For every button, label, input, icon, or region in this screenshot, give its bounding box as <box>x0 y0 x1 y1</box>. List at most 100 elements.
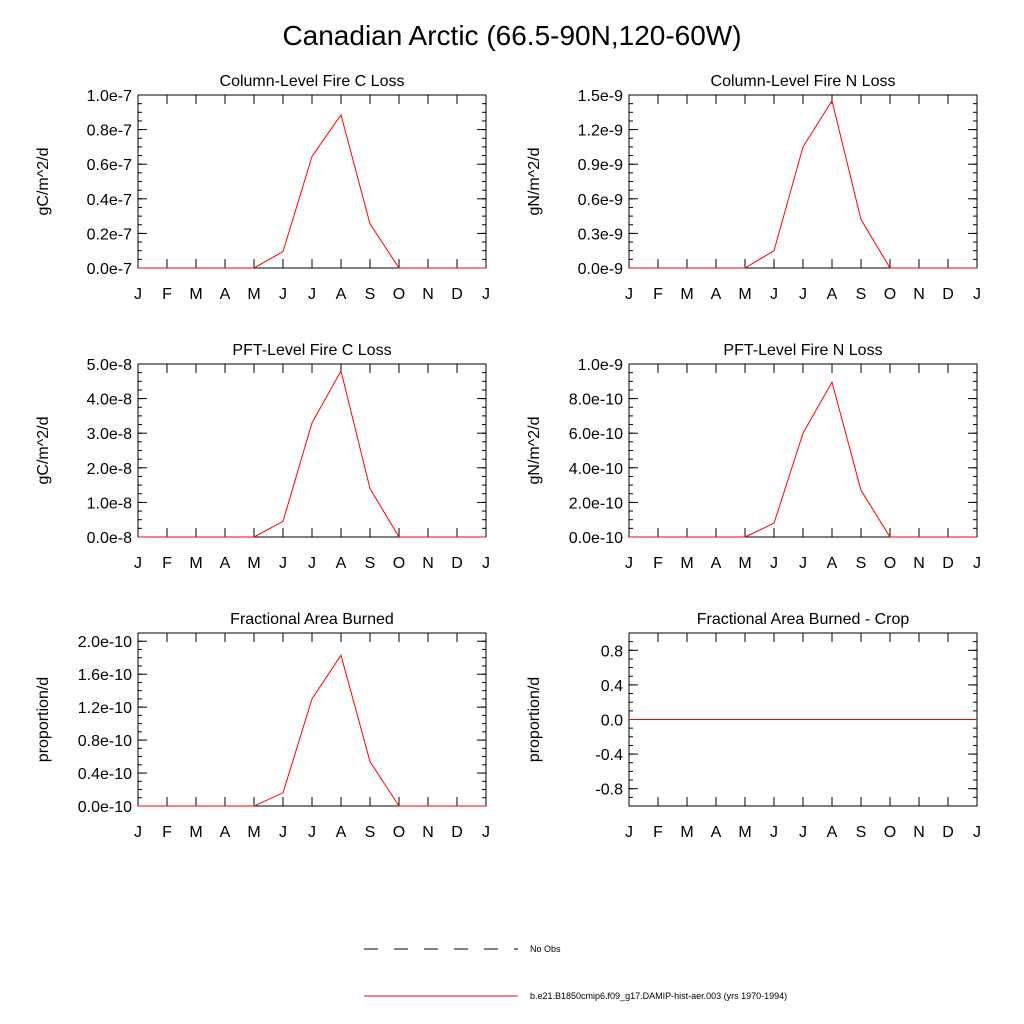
y-axis-label: proportion/d <box>526 677 543 762</box>
x-tick-label: M <box>189 824 202 841</box>
series-line <box>629 99 977 269</box>
x-tick-label: M <box>738 824 751 841</box>
x-tick-label: O <box>393 286 405 303</box>
x-tick-label: J <box>770 555 778 572</box>
x-tick-label: M <box>247 824 260 841</box>
y-tick-label: 0.0e-7 <box>87 261 132 278</box>
plot-frame <box>137 632 487 807</box>
x-tick-label: M <box>680 286 693 303</box>
x-tick-label: J <box>799 286 807 303</box>
x-tick-label: D <box>451 286 463 303</box>
x-tick-label: M <box>738 286 751 303</box>
x-tick-label: F <box>653 286 663 303</box>
x-tick-label: J <box>482 286 490 303</box>
y-axis-label: proportion/d <box>35 677 52 762</box>
x-tick-label: A <box>711 824 722 841</box>
x-tick-label: A <box>336 555 347 572</box>
chart-title: Fractional Area Burned - Crop <box>697 611 910 628</box>
x-tick-label: D <box>451 824 463 841</box>
y-tick-label: -0.8 <box>595 782 623 799</box>
x-tick-label: J <box>134 286 142 303</box>
y-tick-label: 2.0e-10 <box>78 634 132 651</box>
x-tick-label: N <box>913 824 925 841</box>
y-tick-label: 0.4e-10 <box>78 766 132 783</box>
x-tick-label: A <box>336 824 347 841</box>
x-tick-label: J <box>308 555 316 572</box>
plot-frame <box>628 363 978 538</box>
plot-frame <box>628 94 978 269</box>
x-tick-label: J <box>279 824 287 841</box>
x-tick-label: J <box>625 824 633 841</box>
x-tick-label: D <box>942 286 954 303</box>
x-tick-label: M <box>247 555 260 572</box>
x-tick-label: J <box>973 286 981 303</box>
series-line <box>138 369 486 538</box>
y-axis-label: gN/m^2/d <box>526 417 543 485</box>
chart-panel-5: Fractional Area Burned proportion/d 0.0e-1… <box>35 611 490 841</box>
x-tick-label: S <box>856 824 867 841</box>
x-tick-label: M <box>247 286 260 303</box>
y-tick-label: 0.4e-7 <box>87 192 132 209</box>
chart-title: Column-Level Fire C Loss <box>220 73 405 90</box>
y-tick-label: 0.8e-10 <box>78 733 132 750</box>
series-line <box>138 654 486 807</box>
y-tick-label: 3.0e-8 <box>87 426 132 443</box>
y-tick-label: 1.2e-9 <box>578 123 623 140</box>
series-line <box>629 380 977 538</box>
y-tick-label: 0.0e-8 <box>87 530 132 547</box>
x-tick-label: A <box>220 824 231 841</box>
y-tick-label: 6.0e-10 <box>569 426 623 443</box>
x-tick-label: N <box>422 286 434 303</box>
x-tick-label: S <box>365 286 376 303</box>
x-tick-label: J <box>625 286 633 303</box>
x-tick-label: M <box>680 555 693 572</box>
x-tick-label: J <box>770 824 778 841</box>
x-tick-label: J <box>770 286 778 303</box>
y-tick-label: -0.4 <box>595 747 623 764</box>
x-tick-label: D <box>942 555 954 572</box>
x-tick-label: M <box>189 555 202 572</box>
y-tick-label: 1.0e-9 <box>578 357 623 374</box>
chart-panel-3: PFT-Level Fire C Loss gC/m^2/d 0.0e-8 1.0e-… <box>35 342 490 572</box>
x-tick-label: S <box>365 824 376 841</box>
y-tick-label: 0.2e-7 <box>87 226 132 243</box>
x-tick-label: J <box>799 824 807 841</box>
x-tick-label: A <box>336 286 347 303</box>
x-tick-label: O <box>393 555 405 572</box>
x-tick-label: M <box>680 824 693 841</box>
x-tick-label: J <box>308 286 316 303</box>
x-tick-label: J <box>134 555 142 572</box>
y-tick-label: 0.3e-9 <box>578 226 623 243</box>
y-tick-label: 0.4 <box>601 678 623 695</box>
x-tick-label: N <box>913 555 925 572</box>
y-tick-label: 1.6e-10 <box>78 667 132 684</box>
chart-title: PFT-Level Fire N Loss <box>723 342 882 359</box>
y-tick-label: 0.6e-9 <box>578 192 623 209</box>
x-tick-label: S <box>856 555 867 572</box>
chart-title: PFT-Level Fire C Loss <box>232 342 391 359</box>
x-tick-label: J <box>625 555 633 572</box>
x-tick-label: A <box>711 555 722 572</box>
x-tick-label: F <box>162 286 172 303</box>
x-tick-label: J <box>482 824 490 841</box>
x-tick-label: N <box>422 824 434 841</box>
x-tick-label: A <box>220 555 231 572</box>
x-tick-label: F <box>653 555 663 572</box>
y-axis-label: gC/m^2/d <box>35 417 52 485</box>
x-tick-label: F <box>653 824 663 841</box>
x-tick-label: M <box>738 555 751 572</box>
x-tick-label: J <box>799 555 807 572</box>
y-tick-label: 1.5e-9 <box>578 88 623 105</box>
x-tick-label: J <box>973 555 981 572</box>
plot-frame <box>137 94 487 269</box>
x-tick-label: A <box>711 286 722 303</box>
y-tick-label: 0.8 <box>601 643 623 660</box>
x-tick-label: J <box>279 286 287 303</box>
x-tick-label: F <box>162 555 172 572</box>
x-tick-label: A <box>827 555 838 572</box>
x-tick-label: O <box>884 286 896 303</box>
x-tick-label: J <box>134 824 142 841</box>
chart-panel-4: PFT-Level Fire N Loss gN/m^2/d 0.0e-10 2.0e… <box>526 342 981 572</box>
